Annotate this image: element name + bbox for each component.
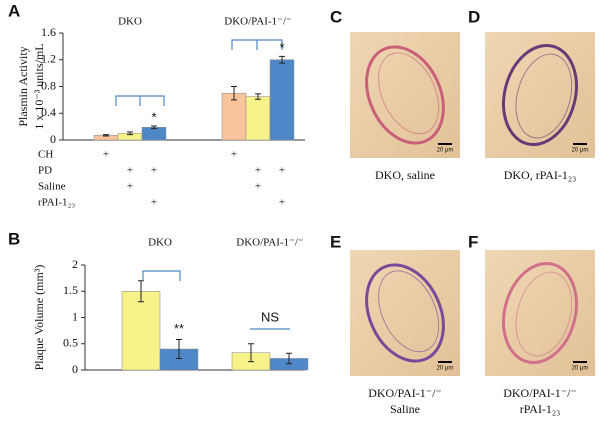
condition-mark: +: [151, 165, 157, 177]
caption: DKO/PAI-1⁻/⁻: [368, 386, 442, 400]
significance-bracket: [231, 39, 283, 50]
y-tick-label: 0: [72, 362, 78, 376]
annotation: *: [151, 109, 156, 124]
error-bar: [127, 131, 133, 136]
error-bar: [255, 93, 261, 100]
error-bar: [231, 86, 237, 101]
vessel-outline: [502, 261, 578, 365]
bar: [141, 127, 167, 141]
y-axis-label: Plasmin Activity: [16, 46, 30, 126]
condition-mark: +: [231, 149, 237, 161]
vessel-inner: [378, 270, 440, 353]
y-tick-label: 0.8: [41, 78, 56, 92]
y-tick-label: 0.5: [63, 336, 78, 350]
y-tick-label: 0.4: [41, 105, 56, 119]
caption: DKO/PAI-1⁻/⁻: [503, 386, 577, 400]
y-tick-label: 2: [72, 257, 78, 271]
condition-label: Saline: [38, 181, 66, 193]
significance-bracket: [115, 95, 165, 106]
condition-mark: +: [103, 149, 109, 161]
vessel-inner: [515, 271, 573, 357]
panel-letter: E: [330, 232, 341, 251]
group-label: DKO/PAI-1⁻/⁻: [236, 237, 304, 249]
scale-label: 20 μm: [572, 366, 589, 372]
error-bar: [176, 339, 182, 359]
caption: rPAI-1₂₃: [520, 402, 561, 416]
error-bar: [279, 55, 285, 64]
error-bar: [286, 352, 292, 365]
error-bar: [151, 125, 157, 130]
annotation: NS: [261, 309, 279, 324]
annotation: *: [279, 40, 284, 55]
bar: [245, 96, 271, 141]
bar: [121, 291, 161, 371]
scale-label: 20 μm: [437, 366, 454, 372]
condition-label: CH: [38, 149, 53, 161]
condition-mark: +: [279, 165, 285, 177]
panel-letter: A: [8, 1, 20, 20]
vessel-outline: [365, 263, 445, 363]
condition-mark: +: [279, 197, 285, 209]
panel-letter: D: [468, 7, 480, 26]
condition-mark: +: [255, 165, 261, 177]
scale-label: 20 μm: [437, 148, 454, 154]
significance-bracket: [142, 270, 181, 281]
condition-mark: +: [127, 165, 133, 177]
y-tick-label: 1.5: [63, 283, 78, 297]
group-label: DKO/PAI-1⁻/⁻: [224, 16, 292, 28]
vessel-outline: [365, 45, 445, 145]
scale-label: 20 μm: [572, 148, 589, 154]
error-bar: [248, 343, 254, 363]
vessel-outline: [502, 43, 578, 147]
y-tick-label: 0: [50, 132, 56, 146]
panel-letter: F: [468, 232, 478, 251]
y-tick-label: 1.6: [41, 25, 56, 39]
condition-mark: +: [127, 181, 133, 193]
caption: DKO, saline: [375, 168, 435, 182]
condition-label: rPAI-1₂₃: [38, 197, 75, 209]
condition-mark: +: [151, 197, 157, 209]
group-label: DKO: [148, 237, 172, 249]
condition-mark: +: [255, 181, 261, 193]
group-label: DKO: [118, 16, 142, 28]
micrograph: [485, 32, 595, 158]
caption: Saline: [390, 402, 420, 416]
vessel-inner: [515, 53, 573, 139]
y-axis-label: 1 x 10⁻³ units/mL: [32, 43, 46, 129]
micrograph: [485, 250, 595, 376]
y-axis-label: Plaque Volume (mm³): [32, 265, 46, 371]
annotation: **: [174, 321, 184, 336]
vessel-inner: [378, 52, 440, 135]
condition-label: PD: [38, 165, 52, 177]
y-tick-label: 1.2: [41, 52, 56, 66]
bar: [269, 59, 295, 141]
caption: DKO, rPAI-1₂₃: [504, 168, 577, 182]
y-tick-label: 1: [72, 309, 78, 323]
panel-letter: C: [330, 7, 342, 26]
panel-letter: B: [8, 229, 20, 248]
error-bar: [103, 134, 109, 137]
